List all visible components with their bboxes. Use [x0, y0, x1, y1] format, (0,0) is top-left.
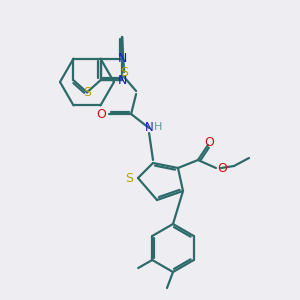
Text: H: H: [154, 122, 162, 132]
Text: S: S: [83, 86, 91, 99]
Text: N: N: [145, 121, 154, 134]
Text: O: O: [96, 107, 106, 121]
Text: S: S: [120, 65, 128, 79]
Text: N: N: [117, 74, 127, 87]
Text: O: O: [204, 136, 214, 149]
Text: O: O: [217, 161, 227, 175]
Text: S: S: [125, 172, 133, 185]
Text: N: N: [117, 52, 127, 65]
